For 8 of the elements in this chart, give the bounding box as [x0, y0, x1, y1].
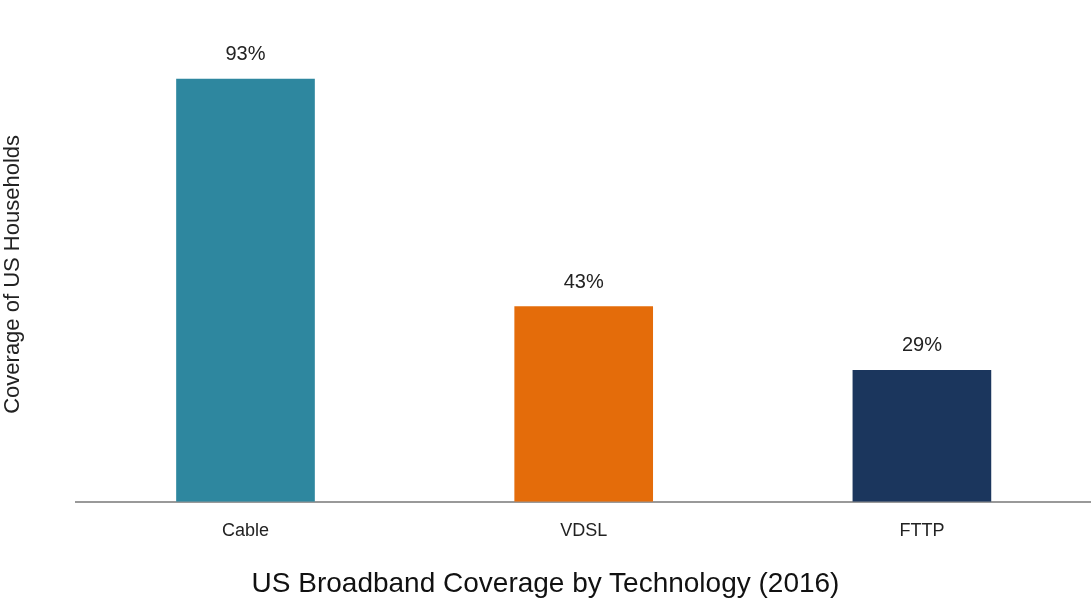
- x-tick-label: VDSL: [560, 519, 608, 540]
- data-label: 93%: [225, 42, 266, 65]
- y-axis-title: Coverage of US Households: [0, 134, 25, 414]
- data-label: 29%: [901, 333, 943, 356]
- x-tick-label: Cable: [221, 519, 270, 540]
- text: US Broadband Coverage by Technology (2016): [251, 566, 840, 598]
- x-tick-label: FTTP: [899, 519, 945, 540]
- data-label: 43%: [563, 269, 604, 292]
